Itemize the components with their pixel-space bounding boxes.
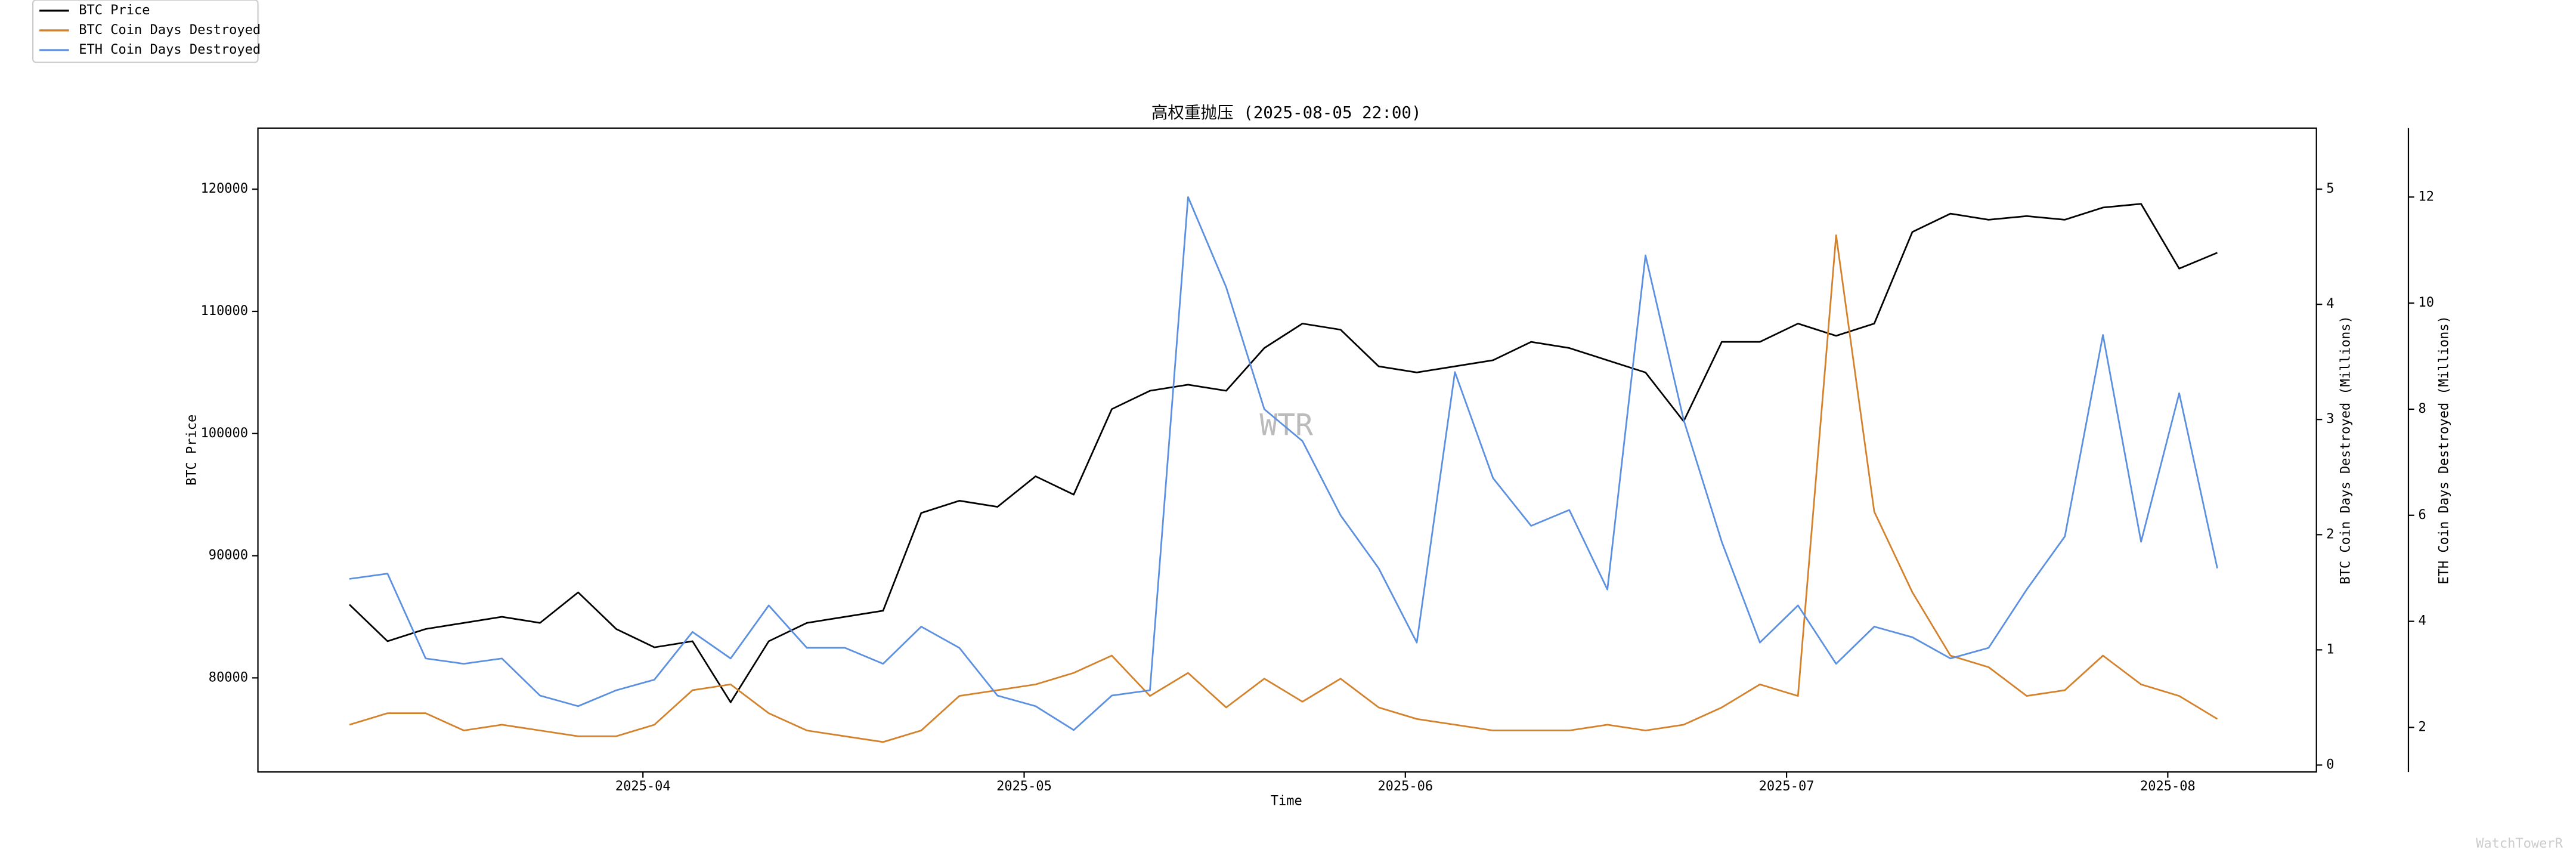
y2-tick-label: 4 xyxy=(2326,296,2334,311)
legend-label: ETH Coin Days Destroyed xyxy=(79,42,261,57)
credit: WatchTowerR xyxy=(2476,836,2563,851)
x-tick-label: 2025-08 xyxy=(2140,779,2196,794)
y-tick-label: 120000 xyxy=(200,181,248,196)
y2-tick-label: 2 xyxy=(2326,527,2334,542)
y2-tick-label: 0 xyxy=(2326,757,2334,772)
y-tick-label: 110000 xyxy=(200,304,248,319)
series-line xyxy=(349,203,2218,703)
x-tick-label: 2025-04 xyxy=(615,779,671,794)
series-line xyxy=(349,234,2218,743)
y-tick-label: 90000 xyxy=(209,548,248,563)
x-axis-label: Time xyxy=(1271,794,1302,809)
x-tick-label: 2025-07 xyxy=(1759,779,1815,794)
y-tick-label: 100000 xyxy=(200,426,248,441)
legend-label: BTC Price xyxy=(79,3,150,18)
legend-box xyxy=(32,0,259,63)
y2-axis-label: BTC Coin Days Destroyed (Millions) xyxy=(2338,316,2353,585)
y3-tick-label: 2 xyxy=(2419,719,2426,734)
y-axis-label: BTC Price xyxy=(184,415,199,486)
y3-axis-label: ETH Coin Days Destroyed (Millions) xyxy=(2437,316,2452,585)
y3-tick-label: 6 xyxy=(2419,508,2426,523)
y2-tick-label: 3 xyxy=(2326,412,2334,427)
chart-title: 高权重抛压 (2025-08-05 22:00) xyxy=(1151,103,1422,122)
series-line xyxy=(349,196,2218,731)
y3-tick-label: 4 xyxy=(2419,614,2426,629)
legend-label: BTC Coin Days Destroyed xyxy=(79,23,261,38)
y3-tick-label: 10 xyxy=(2419,295,2435,310)
y2-tick-label: 1 xyxy=(2326,642,2334,657)
x-tick-label: 2025-05 xyxy=(996,779,1052,794)
plot-frame xyxy=(257,127,2317,773)
y-tick-label: 80000 xyxy=(209,670,248,685)
x-tick-label: 2025-06 xyxy=(1377,779,1433,794)
y2-tick-label: 5 xyxy=(2326,181,2334,196)
y3-tick-label: 12 xyxy=(2419,189,2435,204)
y3-tick-label: 8 xyxy=(2419,401,2426,416)
